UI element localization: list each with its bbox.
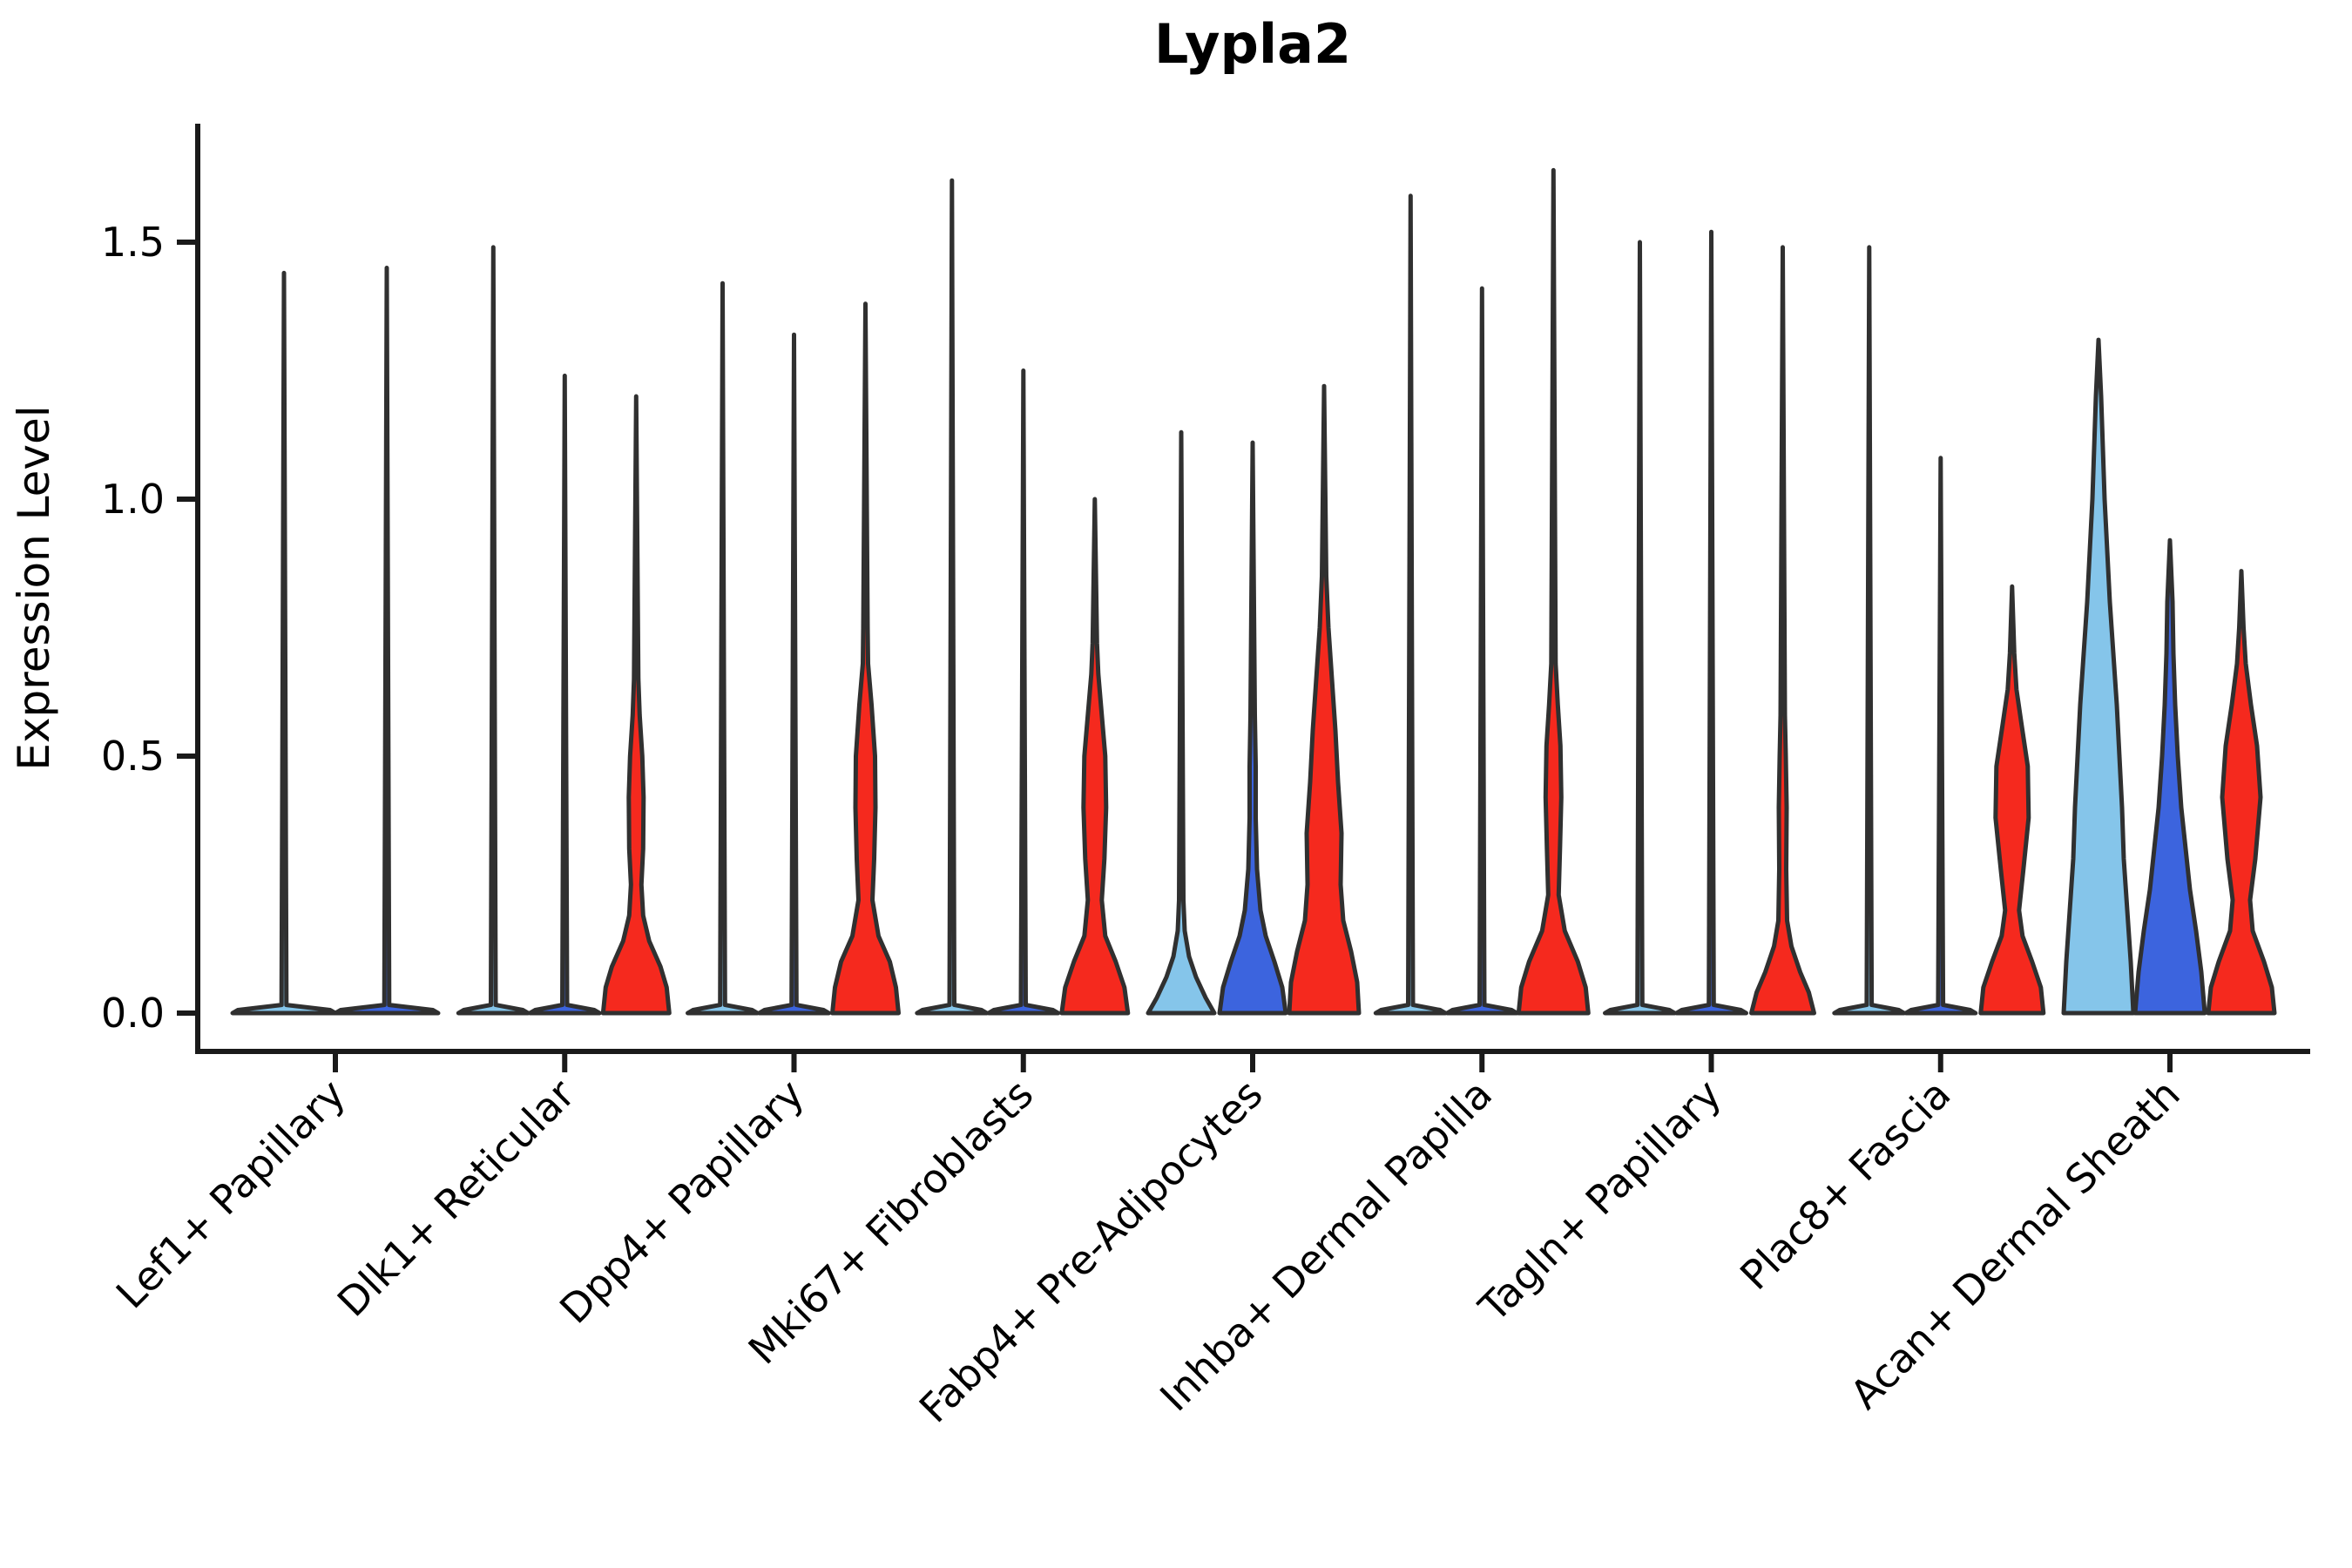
violin-group bbox=[686, 280, 901, 1016]
violin-lightblue bbox=[230, 270, 338, 1016]
y-tick-label: 1.5 bbox=[101, 219, 165, 266]
violin-blue bbox=[333, 266, 441, 1016]
x-tick-label: Plac8+ Fascia bbox=[1731, 1071, 1959, 1299]
x-tick-label: Dpp4+ Papillary bbox=[551, 1071, 813, 1333]
violin-blue bbox=[527, 373, 602, 1016]
violin-series bbox=[230, 167, 2277, 1016]
y-tick-label: 0.0 bbox=[101, 990, 165, 1037]
violin-red bbox=[1516, 167, 1591, 1016]
x-tick-label: Dlk1+ Reticular bbox=[328, 1071, 584, 1326]
violin-red bbox=[830, 301, 901, 1016]
violin-group bbox=[2061, 337, 2277, 1016]
violin-lightblue bbox=[1832, 245, 1907, 1016]
violin-blue bbox=[986, 368, 1061, 1016]
violin-red bbox=[1287, 383, 1362, 1016]
chart-title: Lypla2 bbox=[1154, 12, 1351, 76]
violin-blue bbox=[1903, 456, 1978, 1016]
axes bbox=[177, 124, 2310, 1072]
violin-lightblue bbox=[915, 178, 990, 1016]
violin-lightblue bbox=[1373, 193, 1448, 1016]
violin-red bbox=[1749, 245, 1816, 1016]
x-tick-label: Tagln+ Papillary bbox=[1470, 1071, 1731, 1332]
violin-blue bbox=[757, 332, 831, 1016]
violin-red bbox=[600, 394, 672, 1016]
violin-lightblue bbox=[686, 280, 760, 1016]
violin-red bbox=[2206, 569, 2277, 1016]
violin-blue bbox=[1444, 286, 1519, 1016]
violin-group bbox=[1832, 245, 2046, 1016]
y-axis-label: Expression Level bbox=[9, 405, 59, 770]
violin-lightblue bbox=[1146, 429, 1217, 1016]
violin-group bbox=[1373, 167, 1591, 1016]
violin-blue bbox=[1217, 440, 1288, 1016]
violin-group bbox=[456, 245, 672, 1016]
violin-blue bbox=[2132, 537, 2207, 1016]
y-tick-labels: 0.0 0.5 1.0 1.5 bbox=[101, 219, 165, 1037]
violin-red bbox=[1059, 497, 1131, 1016]
violin-group bbox=[1603, 229, 1816, 1016]
y-tick-label: 1.0 bbox=[101, 476, 165, 523]
x-tick-label: Lef1+ Papillary bbox=[107, 1071, 355, 1318]
violin-lightblue bbox=[456, 245, 531, 1016]
violin-blue bbox=[1674, 229, 1748, 1016]
violin-group bbox=[915, 178, 1131, 1016]
violin-group bbox=[1146, 383, 1362, 1016]
violin-red bbox=[1978, 584, 2046, 1016]
violin-group bbox=[230, 266, 441, 1016]
violin-lightblue bbox=[2061, 337, 2136, 1016]
violin-lightblue bbox=[1603, 240, 1677, 1016]
y-tick-label: 0.5 bbox=[101, 733, 165, 780]
